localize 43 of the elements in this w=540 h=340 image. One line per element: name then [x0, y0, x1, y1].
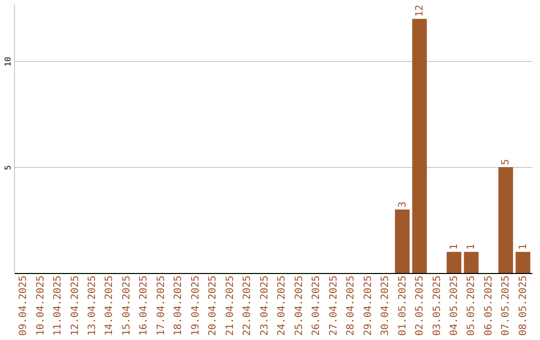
x-tick-label: 06.05.2025: [483, 276, 494, 336]
x-tick-label: 19.04.2025: [190, 276, 202, 336]
x-tick-label: 05.05.2025: [466, 276, 478, 336]
bar: [412, 18, 427, 273]
x-tick-label: 12.04.2025: [70, 276, 81, 336]
x-tick-label: 10.04.2025: [35, 276, 46, 336]
x-tick-label: 15.04.2025: [121, 276, 132, 336]
x-tick-label: 08.05.2025: [518, 276, 529, 336]
x-tick-label: 11.04.2025: [52, 276, 64, 336]
bar: [498, 167, 514, 273]
data-label: 5: [500, 159, 512, 166]
bar: [516, 252, 530, 273]
x-tick-label: 01.05.2025: [397, 276, 408, 336]
x-tick-label: 18.04.2025: [173, 276, 184, 336]
x-tick-label: 22.04.2025: [242, 276, 254, 336]
x-tick-label: 24.04.2025: [276, 276, 288, 336]
x-tick-label: 26.04.2025: [311, 276, 322, 336]
x-tick-label: 23.04.2025: [259, 276, 270, 336]
y-tick-label: 10: [4, 56, 12, 67]
data-label: 1: [518, 244, 529, 250]
x-tick-label: 02.05.2025: [414, 276, 426, 336]
bar: [464, 252, 479, 273]
data-label: 1: [466, 244, 478, 250]
x-tick-label: 27.04.2025: [328, 276, 340, 336]
x-tick-label: 14.04.2025: [104, 276, 116, 336]
bar: [446, 252, 462, 273]
x-tick-label: 30.04.2025: [380, 276, 392, 336]
x-tick-label: 21.04.2025: [224, 276, 236, 336]
x-tick-label: 25.04.2025: [294, 276, 305, 336]
x-tick-label: 07.05.2025: [500, 276, 512, 336]
x-tick-label: 28.04.2025: [346, 276, 357, 336]
x-tick-label: 04.05.2025: [449, 276, 460, 336]
bar: [394, 209, 410, 273]
data-label: 1: [449, 244, 460, 250]
x-tick-label: 16.04.2025: [138, 276, 150, 336]
data-label: 12: [414, 4, 426, 17]
x-tick-label: 29.04.2025: [362, 276, 374, 336]
x-tick-label: 09.04.2025: [18, 276, 30, 336]
x-tick-label: 03.05.2025: [432, 276, 443, 336]
data-label: 3: [397, 201, 408, 208]
x-tick-label: 20.04.2025: [208, 276, 219, 336]
x-tick-label: 13.04.2025: [87, 276, 98, 336]
x-tick-label: 17.04.2025: [156, 276, 167, 336]
